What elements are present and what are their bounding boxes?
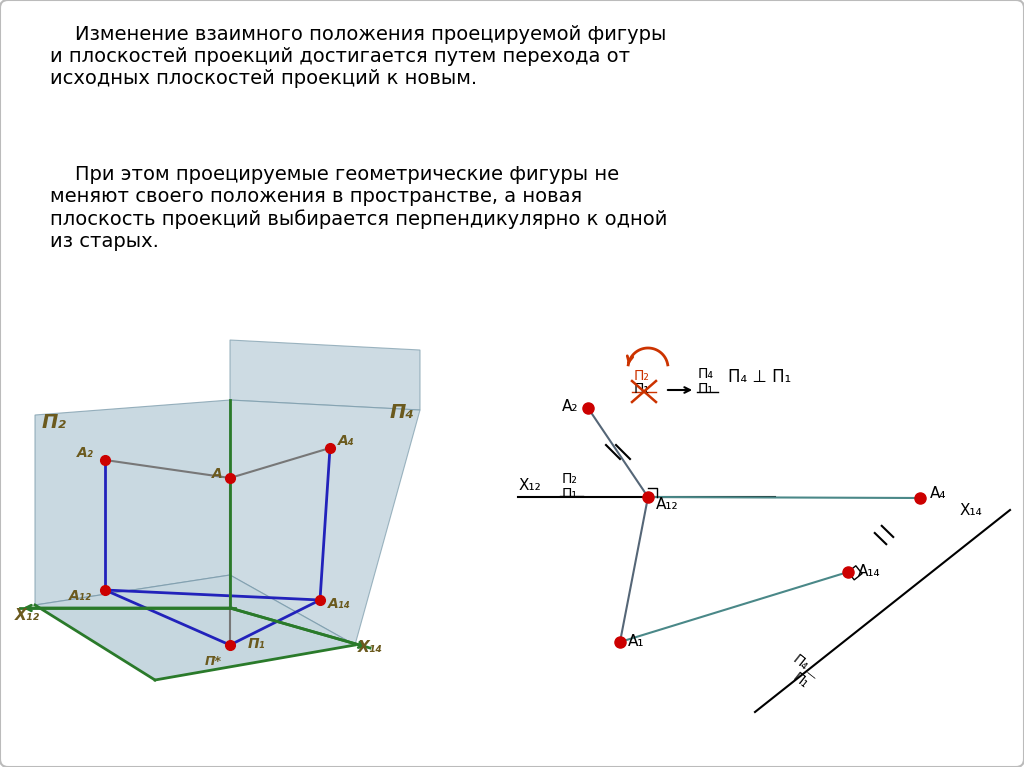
Text: П₁: П₁ xyxy=(562,487,578,501)
Text: X₁₄: X₁₄ xyxy=(961,503,983,518)
Text: П*: П* xyxy=(205,655,222,668)
Text: П₄: П₄ xyxy=(790,652,811,673)
Polygon shape xyxy=(230,340,420,410)
Text: П₂: П₂ xyxy=(42,413,67,432)
Polygon shape xyxy=(230,400,420,645)
Text: Изменение взаимного положения проецируемой фигуры
и плоскостей проекций достигае: Изменение взаимного положения проецируем… xyxy=(50,25,667,88)
Text: X₁₂: X₁₂ xyxy=(15,608,40,623)
Text: П₁: П₁ xyxy=(634,382,650,396)
Text: При этом проецируемые геометрические фигуры не
меняют своего положения в простра: При этом проецируемые геометрические фиг… xyxy=(50,165,668,251)
Text: П₂: П₂ xyxy=(634,369,650,383)
Text: A₄: A₄ xyxy=(930,486,946,501)
Polygon shape xyxy=(35,400,230,605)
Text: A₁₂: A₁₂ xyxy=(656,497,679,512)
Text: П₁: П₁ xyxy=(248,637,266,651)
Text: П₂: П₂ xyxy=(562,472,578,486)
Text: X₁₂: X₁₂ xyxy=(519,478,542,493)
Text: A: A xyxy=(212,467,223,481)
Text: П₄: П₄ xyxy=(698,367,714,381)
Text: A₁₂: A₁₂ xyxy=(69,589,92,603)
Text: A₄: A₄ xyxy=(338,434,355,448)
Polygon shape xyxy=(35,575,355,680)
Text: П₄: П₄ xyxy=(390,403,415,422)
Text: —: — xyxy=(803,667,817,682)
Text: П₁: П₁ xyxy=(790,670,811,691)
Text: П₄ ⊥ П₁: П₄ ⊥ П₁ xyxy=(728,368,792,386)
Text: П₁: П₁ xyxy=(698,382,714,396)
Text: X₁₄: X₁₄ xyxy=(358,640,383,655)
Text: A₂: A₂ xyxy=(562,399,579,414)
Text: A₁₄: A₁₄ xyxy=(328,597,351,611)
Text: A₁₄: A₁₄ xyxy=(858,564,881,579)
Text: A₂: A₂ xyxy=(77,446,94,460)
Text: A₁: A₁ xyxy=(628,634,644,649)
